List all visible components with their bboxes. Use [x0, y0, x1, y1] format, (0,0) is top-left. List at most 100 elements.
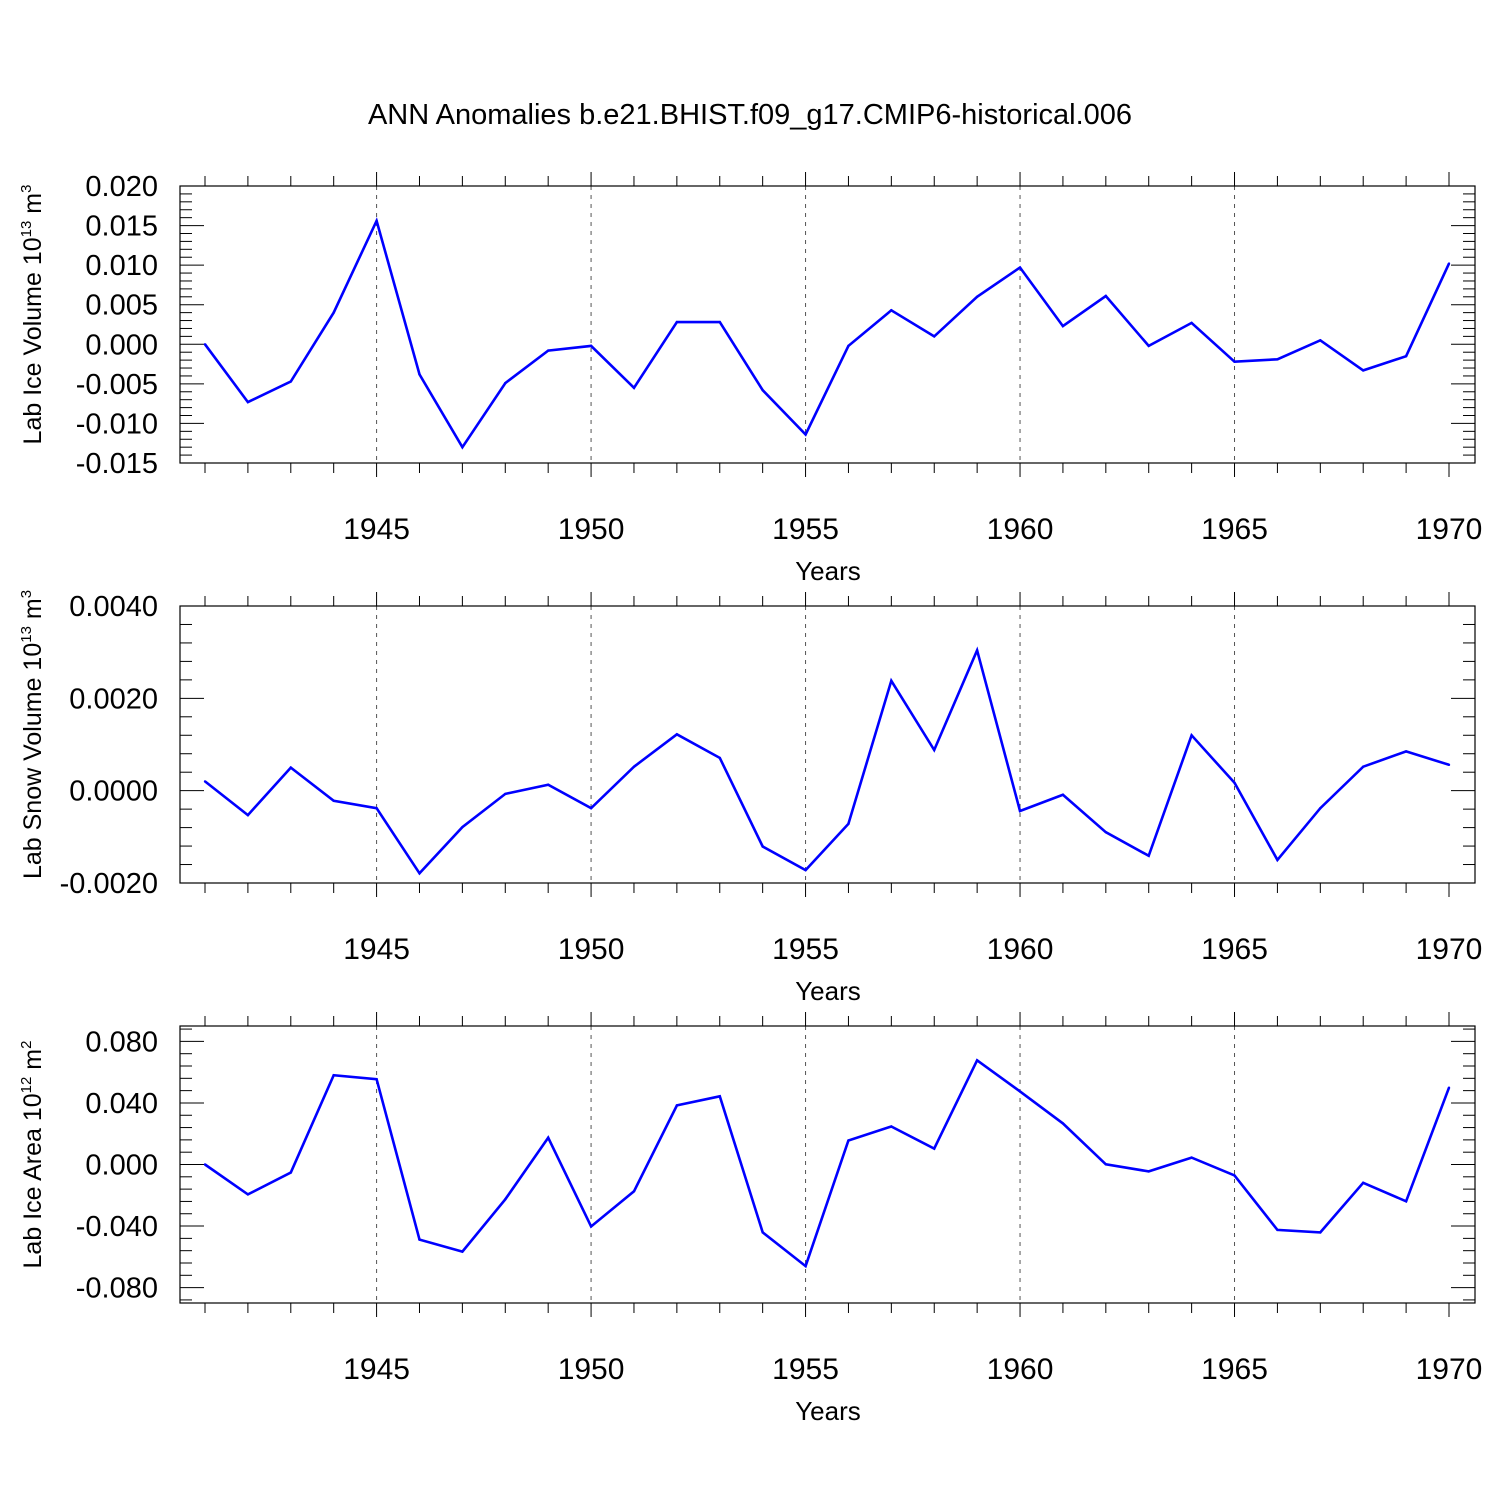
data-point: [1061, 324, 1065, 328]
series-line: [204, 1058, 1451, 1269]
main-title: ANN Anomalies b.e21.BHIST.f09_g17.CMIP6-…: [368, 99, 1132, 131]
data-point: [289, 766, 292, 769]
y-tick-label: -0.040: [76, 1211, 158, 1243]
data-point: [1276, 858, 1279, 862]
data-point: [761, 845, 764, 848]
data-point: [246, 1193, 250, 1196]
y-tick-label: 0.015: [85, 211, 158, 243]
data-point: [1190, 1156, 1193, 1159]
x-axis-label: Years: [795, 976, 861, 1006]
data-point: [461, 1250, 464, 1253]
panel-lab-ice-volume: 0.020 0.015 0.010 0.005 0.000 -0.005 -0.010 -0.…: [18, 171, 1482, 586]
y-label-exponent: 13: [18, 221, 35, 238]
panel-lab-snow-volume: 0.0040 0.0020 0.0000 -0.0020 1945 1950 1955 196…: [18, 590, 1482, 1006]
x-tick-label: 1965: [1201, 513, 1268, 546]
data-point: [1447, 1086, 1451, 1089]
data-point: [761, 1231, 764, 1234]
plot-frame: [179, 185, 1476, 464]
data-point: [1061, 793, 1065, 797]
y-label-text: Lab Ice Volume 10: [19, 237, 47, 444]
data-point: [933, 748, 936, 752]
data-point: [933, 335, 936, 338]
data-point: [1190, 321, 1193, 325]
data-point: [1061, 1122, 1065, 1125]
data-point: [1319, 339, 1322, 342]
y-tick-label: -0.0020: [60, 868, 158, 900]
y-tick-label: 0.000: [85, 329, 158, 361]
data-point: [1404, 1200, 1408, 1203]
data-point: [632, 386, 636, 390]
plot-frame: [179, 1025, 1476, 1304]
y-axis-label: Lab Ice Volume 1013 m3: [18, 185, 47, 445]
x-tick-label: 1945: [343, 1353, 410, 1386]
x-tick-label: 1950: [558, 1353, 625, 1386]
x-tick-label: 1945: [343, 513, 410, 546]
data-point: [546, 1136, 550, 1139]
series-line: [204, 646, 1450, 876]
y-tick-label: 0.020: [85, 171, 158, 203]
x-tick-label: 1965: [1201, 933, 1268, 966]
y-tick-label: -0.080: [76, 1273, 158, 1305]
data-point: [1404, 750, 1408, 753]
data-point: [203, 780, 207, 783]
data-point: [332, 799, 335, 803]
data-point: [975, 1059, 979, 1062]
data-point: [675, 733, 679, 736]
data-point: [289, 1171, 292, 1174]
data-point: [1276, 358, 1279, 361]
data-point: [504, 792, 507, 796]
y-label-unit-exponent: 3: [18, 590, 35, 598]
data-point: [418, 373, 421, 376]
series-line: [203, 217, 1451, 450]
x-tick-label: 1955: [772, 513, 839, 546]
data-point: [718, 1095, 721, 1098]
data-point: [1104, 831, 1108, 834]
y-label-unit-exponent: 3: [18, 185, 35, 193]
y-tick-label: 0.080: [85, 1026, 158, 1058]
data-point: [1233, 781, 1236, 785]
y-tick-label: -0.005: [76, 369, 158, 401]
data-point: [1018, 809, 1022, 813]
data-point: [332, 311, 335, 314]
x-tick-label: 1955: [772, 933, 839, 966]
data-point: [1104, 294, 1108, 298]
data-point: [461, 445, 464, 449]
data-point: [1018, 1090, 1022, 1093]
x-tick-label: 1955: [772, 1353, 839, 1386]
y-label-unit: m: [19, 598, 47, 626]
x-axis-label: Years: [795, 1396, 861, 1426]
data-point: [332, 1074, 335, 1077]
data-point: [203, 1163, 207, 1166]
data-point: [461, 825, 464, 829]
data-point: [1447, 262, 1451, 265]
y-tick-label: 0.0000: [69, 776, 158, 808]
data-point: [1319, 807, 1322, 810]
y-label-text: Lab Ice Area 10: [19, 1093, 47, 1268]
y-tick-label: 0.0040: [69, 591, 158, 623]
data-point: [504, 381, 507, 385]
data-point: [804, 868, 807, 872]
data-point: [1233, 1174, 1236, 1177]
y-label-text: Lab Snow Volume 10: [19, 643, 47, 879]
data-point: [1147, 1170, 1150, 1173]
y-axis-label: Lab Snow Volume 1013 m3: [18, 590, 47, 879]
data-point: [1319, 1231, 1322, 1234]
y-label-exponent: 12: [18, 1077, 35, 1094]
data-point: [890, 679, 893, 682]
x-axis-label: Years: [795, 556, 861, 586]
data-point: [1447, 763, 1451, 767]
y-tick-label: -0.015: [76, 448, 158, 480]
y-tick-label: 0.010: [85, 250, 158, 282]
data-point: [804, 433, 807, 436]
y-tick-label: 0.040: [85, 1088, 158, 1120]
data-point: [804, 1264, 807, 1268]
data-point: [933, 1147, 936, 1150]
data-point: [632, 1190, 636, 1193]
y-label-exponent: 13: [18, 626, 35, 643]
x-tick-label: 1965: [1201, 1353, 1268, 1386]
data-point: [418, 1238, 421, 1241]
y-tick-label: -0.010: [76, 408, 158, 440]
data-point: [847, 344, 850, 348]
panel-lab-ice-area: 0.080 0.040 0.000 -0.040 -0.080 1945 1950 1955 1…: [18, 1012, 1482, 1426]
